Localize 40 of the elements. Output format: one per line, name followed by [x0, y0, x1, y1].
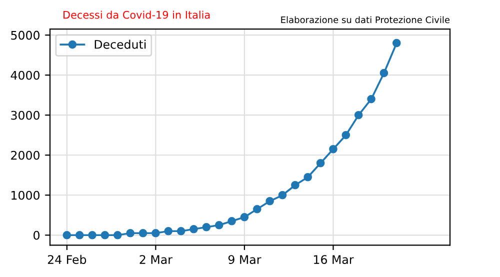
point — [202, 222, 211, 232]
x-tick-label: 16 Mar — [314, 255, 354, 264]
point — [316, 158, 325, 168]
point — [240, 212, 249, 222]
y-tick-label: 0 — [34, 230, 40, 240]
point — [138, 228, 148, 238]
point — [190, 224, 198, 234]
point — [380, 68, 388, 78]
point — [342, 130, 350, 140]
point — [75, 230, 84, 240]
point — [354, 110, 363, 120]
point — [113, 230, 122, 240]
point — [176, 226, 186, 236]
point — [367, 94, 376, 104]
point — [62, 230, 72, 240]
text: Elaborazione su dati Protezione Civile — [281, 16, 450, 24]
point — [214, 220, 224, 230]
point — [266, 196, 274, 206]
point — [304, 172, 312, 182]
point — [152, 228, 160, 238]
chart-title: Decessi da Covid-19 in Italia — [64, 10, 210, 19]
point — [228, 216, 236, 226]
point — [291, 180, 300, 190]
point — [100, 230, 110, 240]
y-tick-label: 4000 — [10, 70, 40, 80]
point — [88, 230, 96, 240]
point — [278, 190, 287, 200]
y-tick-label: 1000 — [12, 190, 40, 200]
x-tick-label: 2 Mar — [140, 255, 172, 264]
x-tick-label: 24 Feb — [48, 254, 86, 264]
x-tick-label: 9 Mar — [228, 255, 262, 264]
point — [126, 228, 134, 238]
point — [164, 226, 173, 236]
legend-label: Deceduti — [94, 40, 146, 49]
point — [392, 38, 401, 48]
y-tick-label: 3000 — [11, 110, 40, 120]
point — [329, 144, 338, 154]
y-tick-label: 2000 — [11, 150, 40, 160]
point — [252, 204, 262, 214]
y-tick-label: 5000 — [11, 30, 40, 40]
